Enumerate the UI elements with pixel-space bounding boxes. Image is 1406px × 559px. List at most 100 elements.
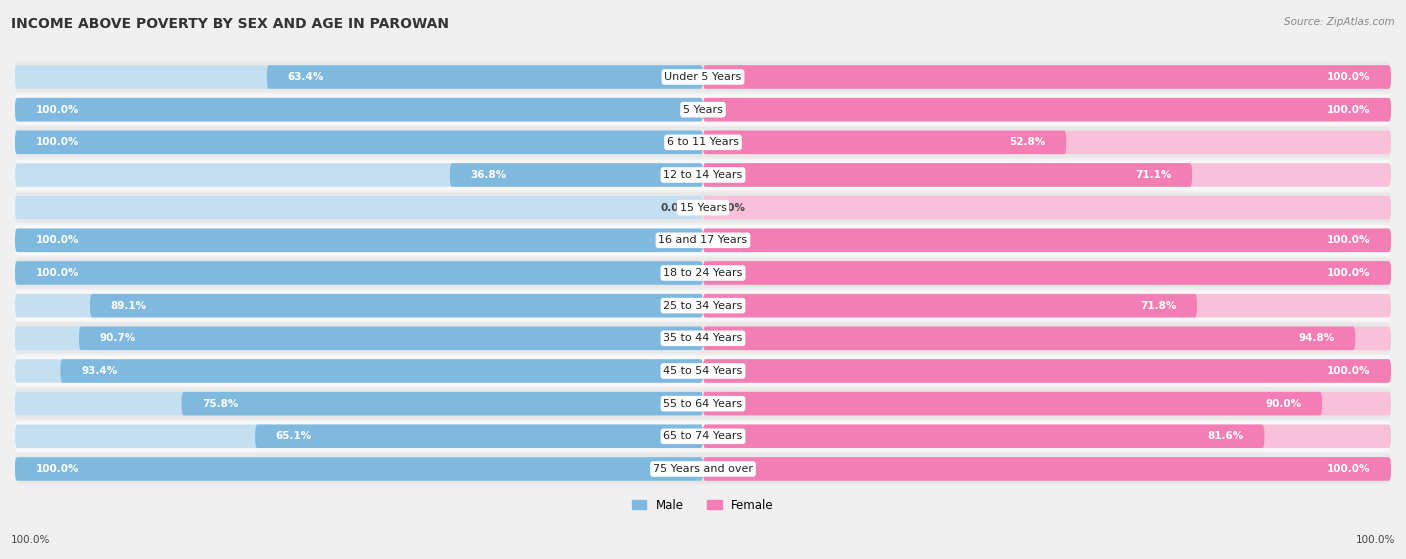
- FancyBboxPatch shape: [703, 261, 1391, 285]
- FancyBboxPatch shape: [15, 192, 1391, 223]
- FancyBboxPatch shape: [703, 457, 1391, 481]
- Text: 65 to 74 Years: 65 to 74 Years: [664, 432, 742, 441]
- FancyBboxPatch shape: [15, 61, 1391, 92]
- FancyBboxPatch shape: [15, 359, 703, 383]
- FancyBboxPatch shape: [15, 65, 703, 89]
- Text: 18 to 24 Years: 18 to 24 Years: [664, 268, 742, 278]
- FancyBboxPatch shape: [703, 131, 1391, 154]
- Text: 12 to 14 Years: 12 to 14 Years: [664, 170, 742, 180]
- FancyBboxPatch shape: [15, 457, 703, 481]
- FancyBboxPatch shape: [703, 196, 1391, 220]
- Text: 94.8%: 94.8%: [1298, 333, 1334, 343]
- FancyBboxPatch shape: [703, 261, 1391, 285]
- FancyBboxPatch shape: [703, 294, 1197, 318]
- Text: Source: ZipAtlas.com: Source: ZipAtlas.com: [1284, 17, 1395, 27]
- Text: 0.0%: 0.0%: [717, 203, 745, 212]
- Text: 0.0%: 0.0%: [661, 203, 689, 212]
- FancyBboxPatch shape: [15, 424, 703, 448]
- Text: 65.1%: 65.1%: [276, 432, 312, 441]
- FancyBboxPatch shape: [267, 65, 703, 89]
- FancyBboxPatch shape: [703, 457, 1391, 481]
- FancyBboxPatch shape: [703, 131, 1066, 154]
- Legend: Male, Female: Male, Female: [627, 494, 779, 517]
- Text: 45 to 54 Years: 45 to 54 Years: [664, 366, 742, 376]
- Text: 71.8%: 71.8%: [1140, 301, 1177, 311]
- Text: 52.8%: 52.8%: [1010, 138, 1046, 148]
- FancyBboxPatch shape: [15, 453, 1391, 484]
- FancyBboxPatch shape: [703, 98, 1391, 121]
- Text: 93.4%: 93.4%: [82, 366, 117, 376]
- Text: 100.0%: 100.0%: [35, 105, 79, 115]
- FancyBboxPatch shape: [15, 131, 703, 154]
- Text: 55 to 64 Years: 55 to 64 Years: [664, 399, 742, 409]
- FancyBboxPatch shape: [254, 424, 703, 448]
- Text: 63.4%: 63.4%: [287, 72, 323, 82]
- Text: 100.0%: 100.0%: [1355, 535, 1395, 545]
- Text: 16 and 17 Years: 16 and 17 Years: [658, 235, 748, 245]
- Text: 89.1%: 89.1%: [111, 301, 146, 311]
- FancyBboxPatch shape: [181, 392, 703, 415]
- Text: 100.0%: 100.0%: [35, 268, 79, 278]
- Text: 100.0%: 100.0%: [35, 464, 79, 474]
- FancyBboxPatch shape: [703, 424, 1391, 448]
- FancyBboxPatch shape: [703, 65, 1391, 89]
- FancyBboxPatch shape: [15, 94, 1391, 125]
- FancyBboxPatch shape: [15, 294, 703, 318]
- FancyBboxPatch shape: [703, 359, 1391, 383]
- Text: 100.0%: 100.0%: [1327, 366, 1371, 376]
- FancyBboxPatch shape: [703, 229, 1391, 252]
- Text: 100.0%: 100.0%: [35, 138, 79, 148]
- Text: 5 Years: 5 Years: [683, 105, 723, 115]
- Text: 81.6%: 81.6%: [1208, 432, 1244, 441]
- FancyBboxPatch shape: [15, 389, 1391, 419]
- FancyBboxPatch shape: [15, 229, 703, 252]
- FancyBboxPatch shape: [15, 127, 1391, 158]
- Text: 6 to 11 Years: 6 to 11 Years: [666, 138, 740, 148]
- Text: 100.0%: 100.0%: [1327, 268, 1371, 278]
- FancyBboxPatch shape: [703, 163, 1192, 187]
- FancyBboxPatch shape: [15, 356, 1391, 386]
- FancyBboxPatch shape: [15, 229, 703, 252]
- FancyBboxPatch shape: [15, 392, 703, 415]
- Text: 35 to 44 Years: 35 to 44 Years: [664, 333, 742, 343]
- FancyBboxPatch shape: [15, 421, 1391, 452]
- FancyBboxPatch shape: [15, 160, 1391, 190]
- FancyBboxPatch shape: [703, 326, 1391, 350]
- Text: 15 Years: 15 Years: [679, 203, 727, 212]
- FancyBboxPatch shape: [703, 294, 1391, 318]
- FancyBboxPatch shape: [15, 261, 703, 285]
- FancyBboxPatch shape: [15, 196, 703, 220]
- FancyBboxPatch shape: [15, 457, 703, 481]
- FancyBboxPatch shape: [15, 258, 1391, 288]
- Text: 100.0%: 100.0%: [1327, 464, 1371, 474]
- FancyBboxPatch shape: [450, 163, 703, 187]
- FancyBboxPatch shape: [15, 225, 1391, 255]
- Text: 75 Years and over: 75 Years and over: [652, 464, 754, 474]
- FancyBboxPatch shape: [79, 326, 703, 350]
- FancyBboxPatch shape: [90, 294, 703, 318]
- FancyBboxPatch shape: [703, 65, 1391, 89]
- Text: 36.8%: 36.8%: [471, 170, 506, 180]
- FancyBboxPatch shape: [15, 326, 703, 350]
- FancyBboxPatch shape: [703, 359, 1391, 383]
- Text: 25 to 34 Years: 25 to 34 Years: [664, 301, 742, 311]
- FancyBboxPatch shape: [703, 392, 1391, 415]
- Text: 100.0%: 100.0%: [1327, 235, 1371, 245]
- Text: 90.7%: 90.7%: [100, 333, 136, 343]
- FancyBboxPatch shape: [703, 392, 1322, 415]
- Text: 100.0%: 100.0%: [1327, 72, 1371, 82]
- Text: 71.1%: 71.1%: [1135, 170, 1171, 180]
- FancyBboxPatch shape: [703, 98, 1391, 121]
- FancyBboxPatch shape: [60, 359, 703, 383]
- Text: 90.0%: 90.0%: [1265, 399, 1302, 409]
- FancyBboxPatch shape: [15, 131, 703, 154]
- FancyBboxPatch shape: [15, 98, 703, 121]
- FancyBboxPatch shape: [15, 163, 703, 187]
- Text: 75.8%: 75.8%: [202, 399, 239, 409]
- FancyBboxPatch shape: [703, 424, 1264, 448]
- FancyBboxPatch shape: [15, 98, 703, 121]
- Text: INCOME ABOVE POVERTY BY SEX AND AGE IN PAROWAN: INCOME ABOVE POVERTY BY SEX AND AGE IN P…: [11, 17, 450, 31]
- FancyBboxPatch shape: [703, 326, 1355, 350]
- FancyBboxPatch shape: [15, 290, 1391, 321]
- Text: 100.0%: 100.0%: [1327, 105, 1371, 115]
